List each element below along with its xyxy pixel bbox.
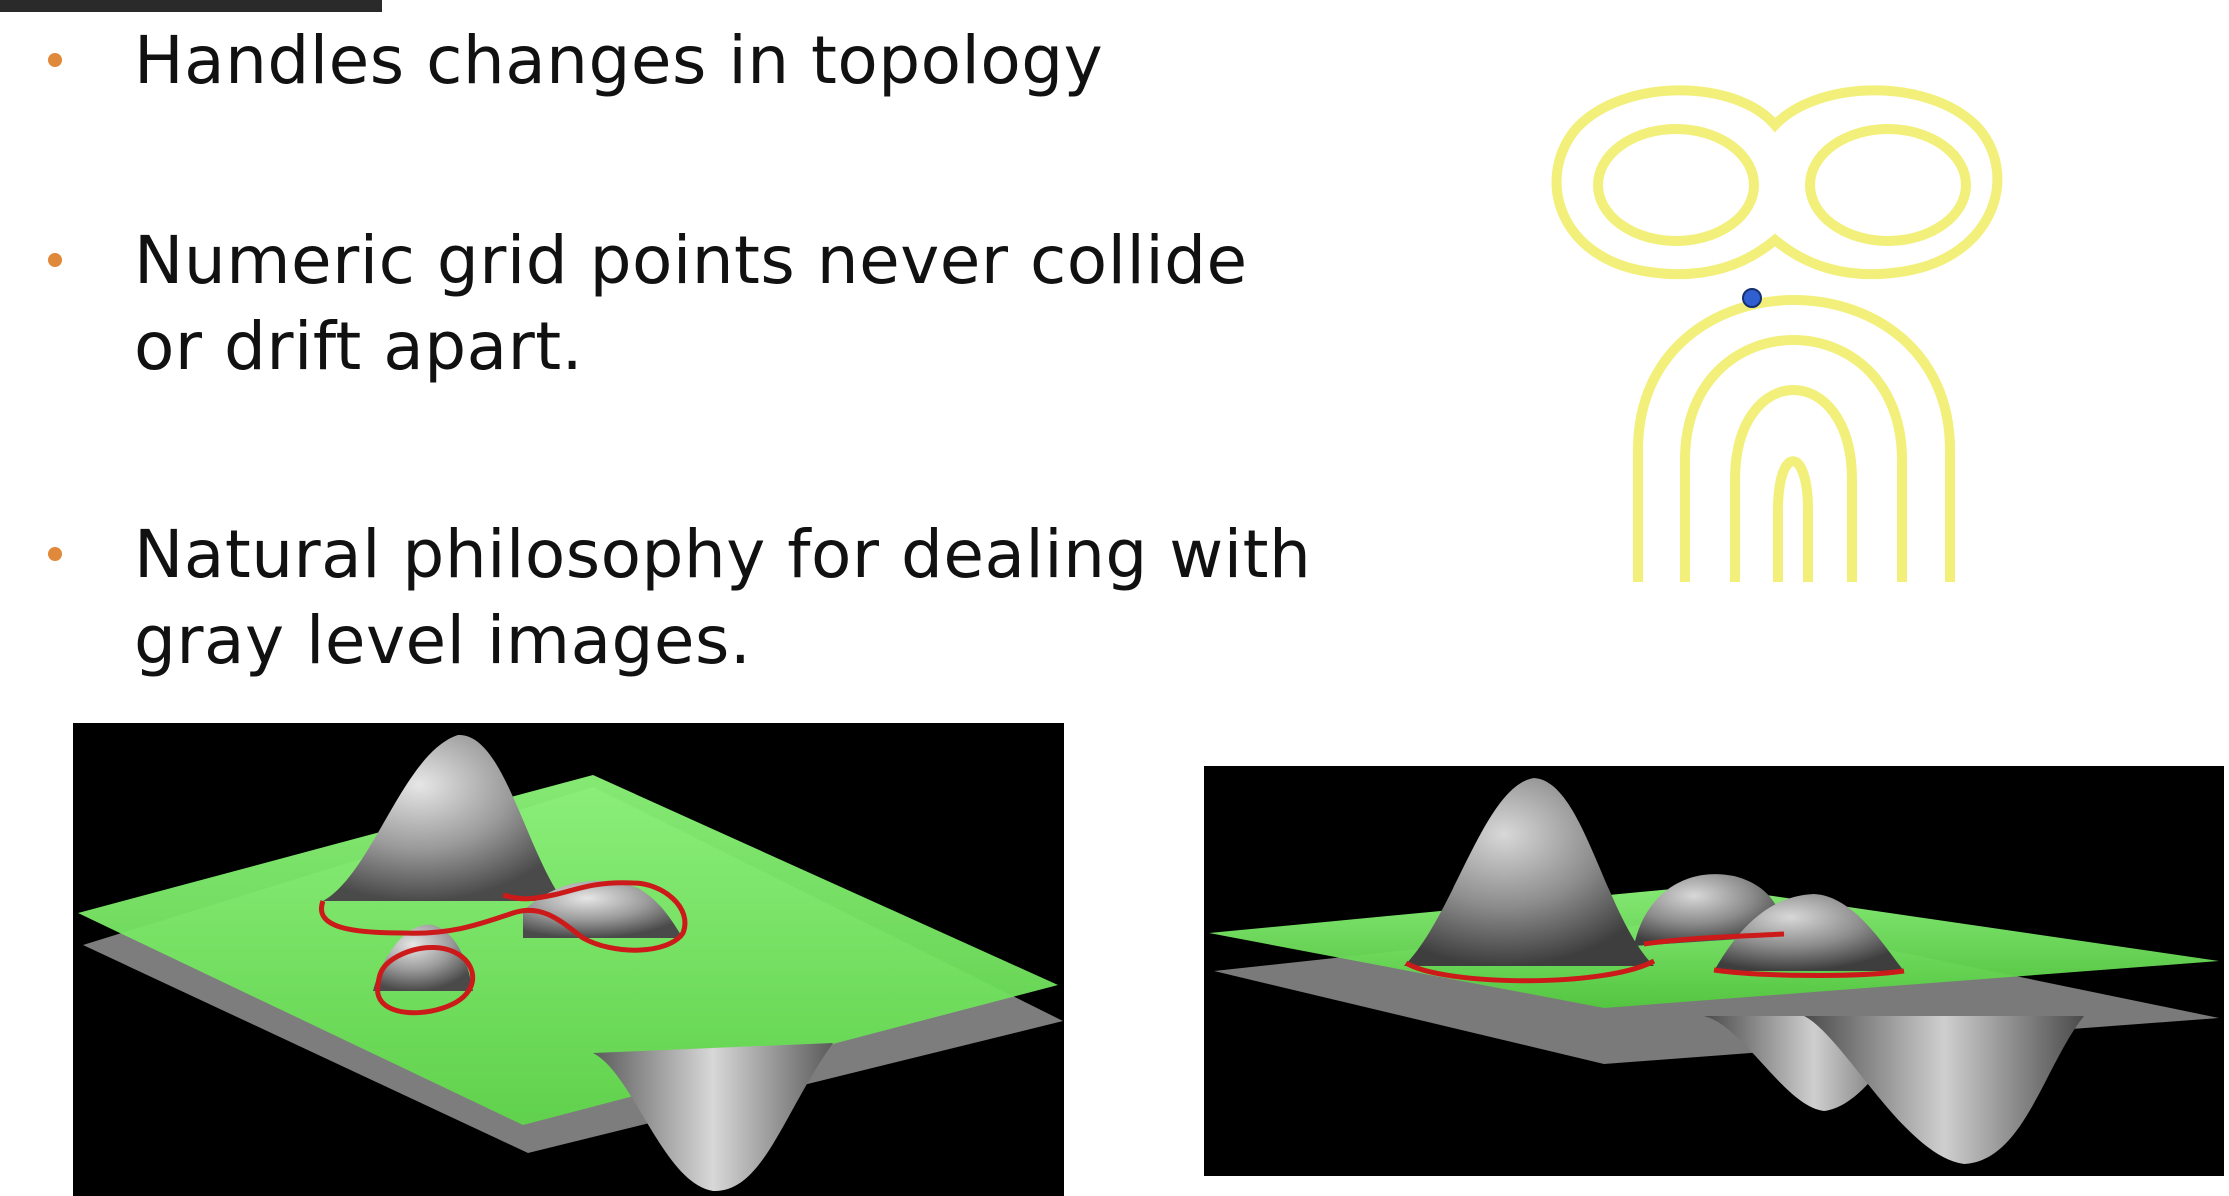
- red-contour-middle: [1643, 931, 1785, 947]
- arch-contour-1: [1633, 295, 1955, 582]
- bullet-line: gray level images.: [134, 602, 752, 679]
- right-peak: [1714, 894, 1904, 971]
- bullet-text: Natural philosophy for dealing with gray…: [134, 512, 1311, 684]
- outer-merged-contour: [1551, 85, 2003, 280]
- bullet-text: Numeric grid points never collide or dri…: [134, 218, 1248, 390]
- surface-plot-right: [1204, 766, 2224, 1176]
- main-peak: [323, 734, 563, 901]
- bullet-line: Handles changes in topology: [134, 22, 1104, 99]
- valley-surface: [593, 1043, 833, 1192]
- tall-peak: [1404, 778, 1654, 966]
- arch-contour-4: [1773, 456, 1813, 582]
- bullet-marker: [48, 253, 62, 267]
- red-contour-main: [319, 880, 688, 953]
- bullet-marker: [48, 547, 62, 561]
- arch-contour-2: [1680, 335, 1907, 582]
- valley-surface-2: [1804, 1016, 2084, 1164]
- marker-dot: [1742, 288, 1762, 308]
- level-set-contour-diagram: [1551, 85, 2003, 582]
- bullet-marker: [48, 53, 62, 67]
- red-contour-small: [375, 945, 476, 1016]
- small-peak: [373, 924, 473, 991]
- bullet-text: Handles changes in topology: [134, 18, 1103, 104]
- bullet-line: Natural philosophy for dealing with: [134, 516, 1312, 593]
- top-window-strip: [0, 0, 382, 12]
- red-contour-tall-peak: [1404, 958, 1656, 984]
- green-level-plane: [78, 775, 1058, 1125]
- inner-right-contour: [1805, 124, 1971, 246]
- inner-left-contour: [1593, 124, 1759, 246]
- surface-plot-left: [73, 723, 1064, 1196]
- bullet-line: or drift apart.: [134, 308, 584, 385]
- arch-contour-3: [1730, 385, 1857, 582]
- bullet-line: Numeric grid points never collide: [134, 222, 1248, 299]
- red-contour-right-peak: [1713, 967, 1905, 978]
